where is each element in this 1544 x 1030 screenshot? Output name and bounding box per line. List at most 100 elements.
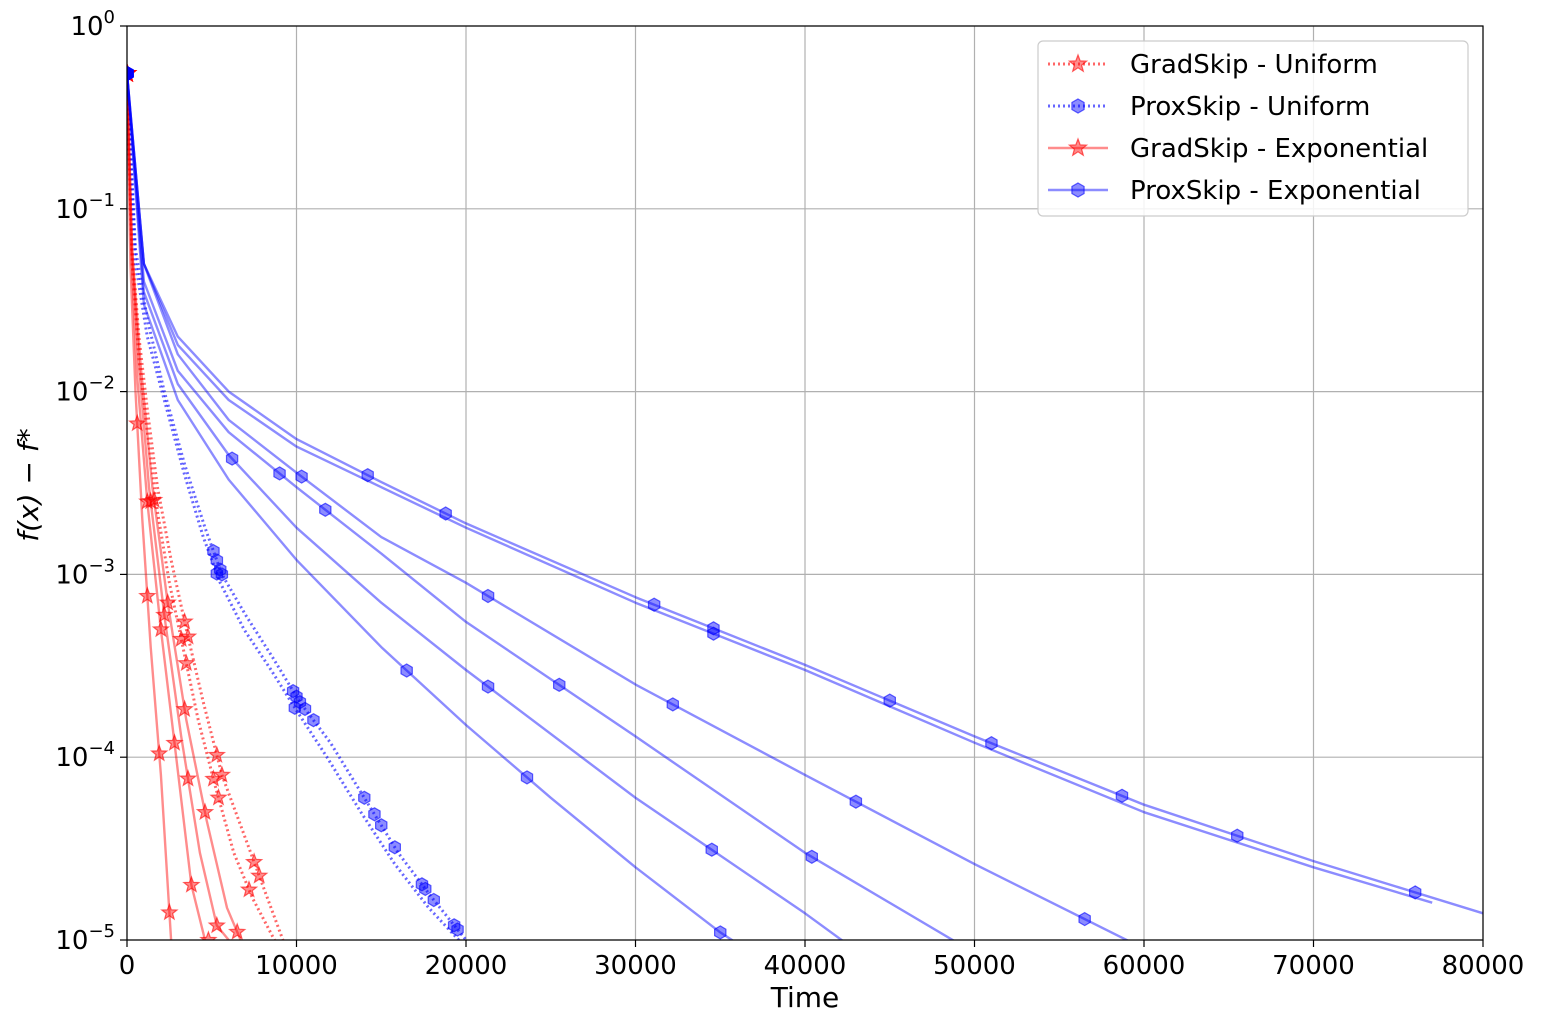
star-marker — [209, 787, 228, 806]
hexagon-marker — [520, 770, 534, 785]
x-tick-label: 60000 — [1103, 951, 1186, 981]
hexagon-marker — [927, 981, 938, 994]
y-tick-label: 10−2 — [55, 373, 115, 408]
hexagon-marker — [647, 597, 661, 612]
star-marker — [244, 852, 264, 870]
series-line — [127, 73, 461, 940]
legend-entry: ProxSkip - Exponential — [1048, 176, 1421, 206]
legend-label: GradSkip - Uniform — [1130, 50, 1378, 80]
x-tick-label: 0 — [119, 951, 136, 981]
star-marker — [249, 866, 269, 884]
x-axis-label: Time — [770, 981, 840, 1014]
hexagon-marker — [295, 469, 308, 484]
y-tick-label: 10−3 — [55, 555, 115, 590]
hexagon-marker — [375, 818, 388, 833]
hexagon-marker — [553, 677, 566, 692]
series-12 — [127, 65, 938, 994]
hexagon-marker — [388, 840, 401, 855]
star-marker — [1067, 137, 1089, 157]
x-axis: 0 10000 20000 30000 40000 50000 60000 70000 8000… — [119, 940, 1525, 981]
x-tick-label: 80000 — [1442, 951, 1525, 981]
series-line — [127, 73, 1433, 904]
star-marker — [155, 605, 174, 623]
hexagon-marker — [707, 626, 720, 641]
y-tick-label: 10−5 — [55, 921, 115, 956]
y-tick-base: 10 — [55, 378, 88, 408]
x-tick-label: 50000 — [933, 951, 1016, 981]
hexagon-marker — [705, 842, 718, 857]
hexagon-marker — [849, 794, 863, 809]
y-tick-base: 10 — [70, 12, 103, 42]
series-line — [127, 73, 207, 940]
star-marker — [175, 699, 194, 718]
star-marker — [149, 743, 169, 762]
series-11 — [127, 65, 956, 940]
hexagon-marker — [319, 502, 332, 517]
star-marker — [177, 653, 196, 672]
hexagon-marker — [985, 736, 998, 751]
series-13 — [127, 65, 735, 940]
series-10 — [127, 65, 1130, 940]
series-line — [127, 73, 173, 940]
series-4 — [127, 62, 179, 940]
star-marker — [160, 902, 179, 921]
series-1 — [127, 62, 276, 940]
hexagon-marker — [361, 468, 374, 483]
star-marker — [207, 915, 227, 934]
series-line — [127, 73, 956, 940]
y-tick-exponent: −5 — [88, 921, 115, 942]
star-marker — [212, 765, 232, 783]
star-marker — [151, 619, 171, 638]
star-marker — [204, 769, 223, 787]
y-tick-label: 100 — [70, 7, 115, 42]
star-marker — [165, 733, 184, 751]
star-marker — [199, 930, 218, 940]
series-line — [127, 73, 242, 940]
star-marker — [178, 769, 198, 787]
x-tick-label: 40000 — [764, 951, 847, 981]
series-8 — [127, 65, 1483, 915]
hexagon-marker — [1115, 788, 1129, 803]
hexagon-marker — [358, 790, 371, 805]
star-marker — [171, 629, 191, 647]
hexagon-marker — [1078, 911, 1091, 927]
x-tick-label: 30000 — [594, 951, 677, 981]
x-tick-label: 10000 — [255, 951, 338, 981]
legend: GradSkip - Uniform ProxSkip - Uniform Grad… — [1037, 40, 1469, 217]
hexagon-marker — [707, 621, 720, 636]
hexagon-marker — [400, 663, 413, 678]
legend-frame — [1037, 40, 1469, 217]
series-line — [127, 73, 735, 940]
y-tick-exponent: −2 — [88, 373, 115, 394]
legend-entry: GradSkip - Exponential — [1048, 134, 1428, 164]
star-marker — [239, 879, 259, 898]
hexagon-marker — [368, 807, 381, 822]
y-tick-exponent: −4 — [88, 738, 115, 759]
hexagon-marker — [1071, 182, 1085, 198]
y-tick-label: 10−1 — [55, 190, 115, 225]
star-marker — [158, 593, 177, 611]
hexagon-marker — [481, 588, 495, 604]
hexagon-marker — [273, 466, 286, 481]
hexagon-marker — [225, 451, 239, 466]
hexagon-marker — [427, 892, 440, 908]
series-line — [127, 73, 276, 940]
hexagon-marker — [298, 701, 312, 717]
legend-entry: GradSkip - Uniform — [1048, 50, 1378, 80]
series-line — [127, 73, 844, 940]
legend-label: ProxSkip - Exponential — [1130, 176, 1421, 206]
star-marker — [182, 875, 201, 893]
hexagon-marker — [714, 925, 727, 940]
y-tick-base: 10 — [55, 560, 88, 590]
hexagon-marker — [883, 693, 896, 708]
hexagon-marker — [210, 566, 224, 581]
legend-label: GradSkip - Exponential — [1130, 134, 1428, 164]
star-marker — [227, 922, 247, 940]
star-marker — [127, 413, 147, 432]
hexagon-marker — [1409, 885, 1422, 900]
y-tick-base: 10 — [55, 195, 88, 225]
series-line — [127, 73, 230, 940]
x-tick-label: 70000 — [1272, 951, 1355, 981]
hexagon-marker — [307, 713, 320, 728]
